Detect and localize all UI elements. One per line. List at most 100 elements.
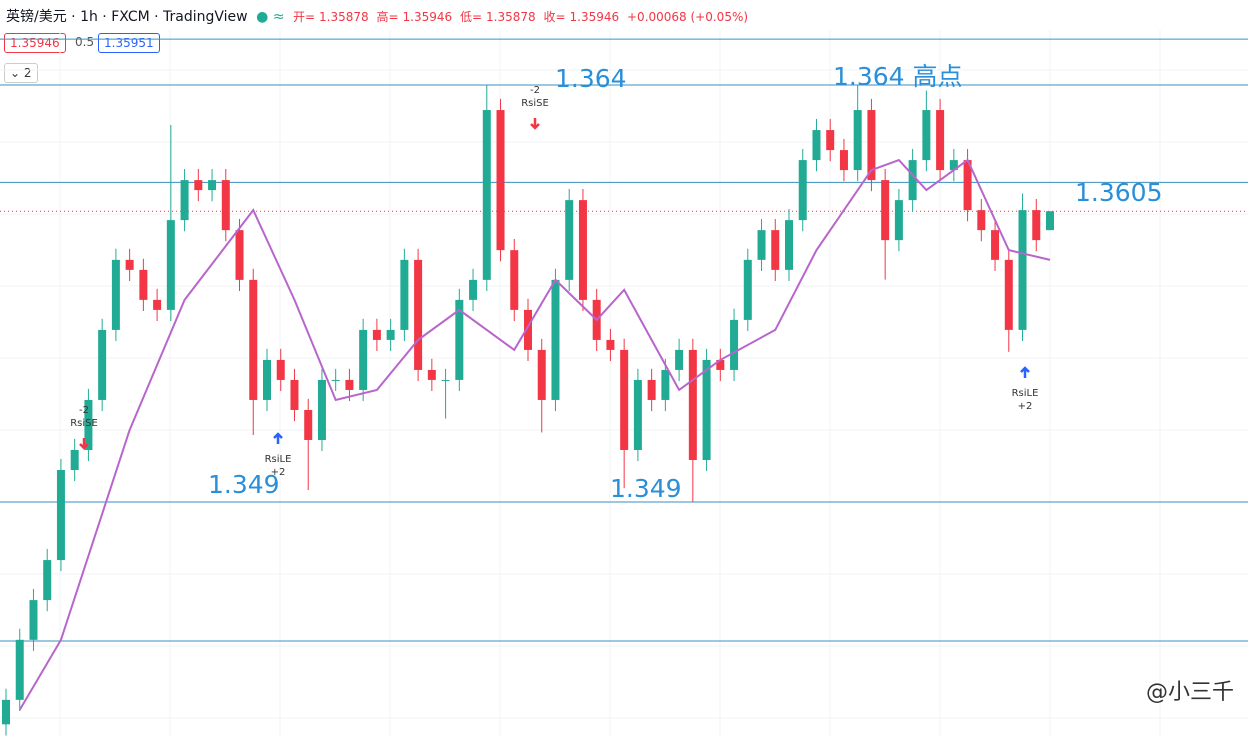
candle-body xyxy=(922,110,931,161)
candle-body xyxy=(551,279,560,400)
candle-body xyxy=(633,379,642,450)
candle-body xyxy=(139,269,148,300)
candle-body xyxy=(2,699,10,725)
candle-body xyxy=(620,349,629,450)
annotation: 1.364 高点 xyxy=(833,62,963,91)
spread: 0.5 xyxy=(75,35,95,49)
candle-body xyxy=(894,200,903,241)
annotation: 1.3605 xyxy=(1075,178,1162,207)
candle-body xyxy=(867,110,876,181)
candle-body xyxy=(757,230,766,260)
candle-body xyxy=(180,180,189,221)
signal-qty: -2 xyxy=(530,85,540,96)
ohlc-label: 开= xyxy=(292,10,315,24)
candle-body xyxy=(1046,211,1054,231)
candle-body xyxy=(56,469,65,561)
candle-body xyxy=(125,259,134,270)
candle-body xyxy=(730,319,739,370)
candle-body xyxy=(1032,210,1041,241)
status-dot: ● ≈ xyxy=(256,9,285,25)
candle-body xyxy=(249,279,258,400)
candle-body xyxy=(221,180,230,231)
annotation: 1.364 xyxy=(555,64,627,93)
candle-body xyxy=(510,250,519,310)
candle-body xyxy=(482,110,491,280)
candle-body xyxy=(702,359,711,460)
candle-body xyxy=(359,329,368,390)
change: +0.00068 (+0.05%) xyxy=(627,10,749,24)
symbol: 英镑/美元 · 1h · FXCM · TradingView xyxy=(6,9,248,25)
candle-body xyxy=(166,220,175,310)
candle-body xyxy=(455,299,464,380)
candle-body xyxy=(743,259,752,320)
candle-body xyxy=(908,160,917,201)
candle-body xyxy=(826,130,835,151)
candle-body xyxy=(496,110,505,251)
candle-body xyxy=(84,399,93,450)
candle-body xyxy=(345,379,354,390)
candle-body xyxy=(771,230,780,270)
candle-body xyxy=(578,200,587,300)
signal-arrow xyxy=(1020,366,1030,378)
signal-label: RsiSE xyxy=(521,98,549,109)
candle-body xyxy=(977,210,986,231)
ohlc-value: 1.35878 xyxy=(486,10,536,24)
candle-body xyxy=(70,449,79,470)
candle-body xyxy=(647,379,656,400)
candle-body xyxy=(675,349,684,370)
candle-body xyxy=(331,379,340,381)
signal-qty: -2 xyxy=(79,405,89,416)
signal-label: RsiSE xyxy=(70,418,98,429)
candle-body xyxy=(29,600,38,640)
signal-label: RsiLE xyxy=(265,454,292,465)
moving-average xyxy=(18,158,1051,711)
candle-body xyxy=(153,299,162,310)
signal-label: RsiLE xyxy=(1012,388,1039,399)
candle-body xyxy=(881,180,890,241)
candle-body xyxy=(991,230,1000,260)
signal-qty: +2 xyxy=(271,467,286,478)
candle-body xyxy=(963,160,972,211)
candle-body xyxy=(304,409,313,440)
ohlc-value: 1.35946 xyxy=(569,10,620,24)
ohlc-label: 高= xyxy=(376,10,399,24)
ohlc-label: 收= xyxy=(543,10,566,24)
ohlc-value: 1.35946 xyxy=(402,10,453,24)
indicator-toggle[interactable]: ⌄ 2 xyxy=(4,63,38,83)
candle-body xyxy=(537,349,546,400)
candle-body xyxy=(839,150,848,171)
candle-body xyxy=(194,180,203,191)
candle-body xyxy=(798,160,807,221)
candle-body xyxy=(400,259,409,330)
ohlc-value: 1.35878 xyxy=(319,10,369,24)
candle-body xyxy=(949,160,958,171)
candle-body xyxy=(43,560,52,601)
candle-body xyxy=(606,339,615,350)
candle-body xyxy=(1018,210,1027,330)
candle-body xyxy=(263,359,271,400)
signal-arrow xyxy=(530,118,540,130)
candle-body xyxy=(688,349,697,460)
candle-body xyxy=(15,639,24,700)
candle-body xyxy=(290,379,299,410)
candle-body xyxy=(661,369,670,400)
candle-body xyxy=(785,220,793,270)
candle-body xyxy=(427,369,436,380)
candle-body xyxy=(414,259,423,370)
candle-body xyxy=(853,110,862,171)
candle-body xyxy=(441,379,450,381)
candle-body xyxy=(372,329,381,340)
indicator-count: 2 xyxy=(23,66,32,80)
candle-body xyxy=(111,259,120,330)
ohlc: 开= 1.35878 高= 1.35946 低= 1.35878 收= 1.35946 … xyxy=(293,10,752,24)
candle-body xyxy=(386,329,395,340)
candle-body xyxy=(1004,259,1013,330)
ohlc-label: 低= xyxy=(459,10,483,24)
signal-arrow xyxy=(273,432,283,444)
header: 英镑/美元 · 1h · FXCM · TradingView ● ≈ 开= 1.… xyxy=(6,6,756,26)
candle-body xyxy=(716,359,725,370)
signal-arrow xyxy=(79,438,89,450)
candle-body xyxy=(276,359,285,380)
candle-body xyxy=(98,329,107,400)
